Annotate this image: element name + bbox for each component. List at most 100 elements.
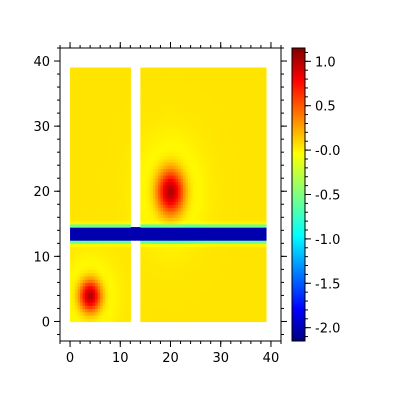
heatmap-cell (213, 194, 217, 199)
heatmap-cell (178, 181, 182, 186)
heatmap-cell (70, 256, 74, 261)
heatmap-cell (210, 171, 214, 176)
heatmap-cell (223, 145, 227, 150)
heatmap-cell (200, 243, 204, 248)
heatmap-cell (210, 262, 214, 267)
heatmap-cell (127, 122, 131, 127)
heatmap-cell (250, 288, 254, 293)
heatmap-cell (82, 214, 86, 218)
heatmap-cell (77, 266, 81, 270)
heatmap-cell (190, 236, 194, 241)
heatmap-cell (95, 122, 99, 127)
heatmap-cell (258, 243, 262, 248)
heatmap-cell (152, 113, 157, 117)
heatmap-cell (173, 298, 177, 303)
heatmap-cell (145, 201, 149, 205)
heatmap-cell (233, 314, 237, 319)
heatmap-cell (115, 236, 119, 241)
heatmap-cell (170, 168, 174, 173)
heatmap-cell (225, 158, 229, 163)
heatmap-cell (238, 210, 242, 215)
heatmap-cell (260, 259, 265, 264)
heatmap-cell (115, 113, 119, 117)
heatmap-cell (245, 155, 249, 160)
heatmap-cell (258, 178, 262, 183)
heatmap-cell (248, 184, 252, 189)
heatmap-cell (238, 113, 242, 117)
heatmap-cell (260, 106, 265, 111)
heatmap-cell (75, 126, 79, 130)
heatmap-cell (112, 214, 116, 218)
heatmap-cell (120, 142, 124, 147)
heatmap-cell (95, 194, 99, 199)
heatmap-cell (127, 236, 131, 241)
heatmap-cell (145, 266, 149, 270)
heatmap-cell (100, 233, 104, 238)
heatmap-cell (250, 191, 254, 196)
heatmap-cell (198, 106, 202, 111)
heatmap-cell (243, 161, 247, 166)
heatmap-cell (122, 119, 126, 124)
heatmap-cell (92, 314, 96, 319)
heatmap-cell (208, 155, 212, 160)
heatmap-cell (253, 266, 257, 270)
heatmap-cell (75, 204, 79, 209)
heatmap-cell (80, 314, 84, 319)
heatmap-cell (205, 155, 209, 160)
heatmap-cell (155, 155, 159, 160)
heatmap-cell (155, 204, 159, 209)
heatmap-cell (228, 259, 232, 264)
heatmap-cell (97, 191, 101, 196)
heatmap-cell (165, 230, 169, 235)
heatmap-cell (178, 207, 182, 212)
heatmap-cell (115, 279, 119, 283)
heatmap-cell (195, 187, 199, 192)
heatmap-cell (243, 191, 247, 196)
heatmap-cell (190, 314, 194, 319)
heatmap-cell (97, 249, 101, 254)
heatmap-cell (233, 181, 237, 186)
heatmap-cell (258, 295, 262, 300)
heatmap-cell (218, 181, 222, 186)
heatmap-cell (92, 223, 96, 228)
heatmap-cell (105, 187, 109, 192)
heatmap-cell (260, 305, 265, 310)
heatmap-cell (253, 318, 257, 323)
heatmap-cell (107, 158, 111, 163)
heatmap-cell (95, 295, 99, 300)
heatmap-cell (115, 145, 119, 150)
heatmap-cell (245, 285, 249, 290)
heatmap-cell (210, 191, 214, 196)
heatmap-cell (117, 201, 121, 205)
heatmap-cell (178, 210, 182, 215)
heatmap-cell (170, 194, 174, 199)
heatmap-cell (243, 139, 247, 144)
heatmap-cell (188, 292, 192, 297)
heatmap-cell (190, 282, 194, 287)
heatmap-cell (100, 207, 104, 212)
heatmap-cell (72, 285, 76, 290)
heatmap-cell (127, 204, 131, 209)
heatmap-cell (205, 113, 209, 117)
heatmap-cell (195, 197, 199, 202)
heatmap-cell (248, 103, 252, 108)
heatmap-cell (178, 279, 182, 283)
heatmap-cell (107, 148, 111, 153)
heatmap-cell (77, 181, 81, 186)
heatmap-cell (145, 109, 149, 114)
heatmap-cell (190, 103, 194, 108)
heatmap-cell (220, 292, 224, 297)
heatmap-cell (87, 230, 91, 235)
heatmap-cell (120, 187, 124, 192)
heatmap-cell (228, 165, 232, 170)
heatmap-cell (170, 230, 174, 235)
heatmap-cell (92, 155, 96, 160)
heatmap-cell (95, 259, 99, 264)
heatmap-cell (263, 314, 267, 319)
heatmap-cell (170, 187, 174, 192)
heatmap-cell (102, 311, 106, 316)
heatmap-cell (157, 201, 162, 205)
heatmap-cell (180, 148, 184, 153)
heatmap-cell (145, 308, 149, 313)
heatmap-cell (220, 168, 224, 173)
